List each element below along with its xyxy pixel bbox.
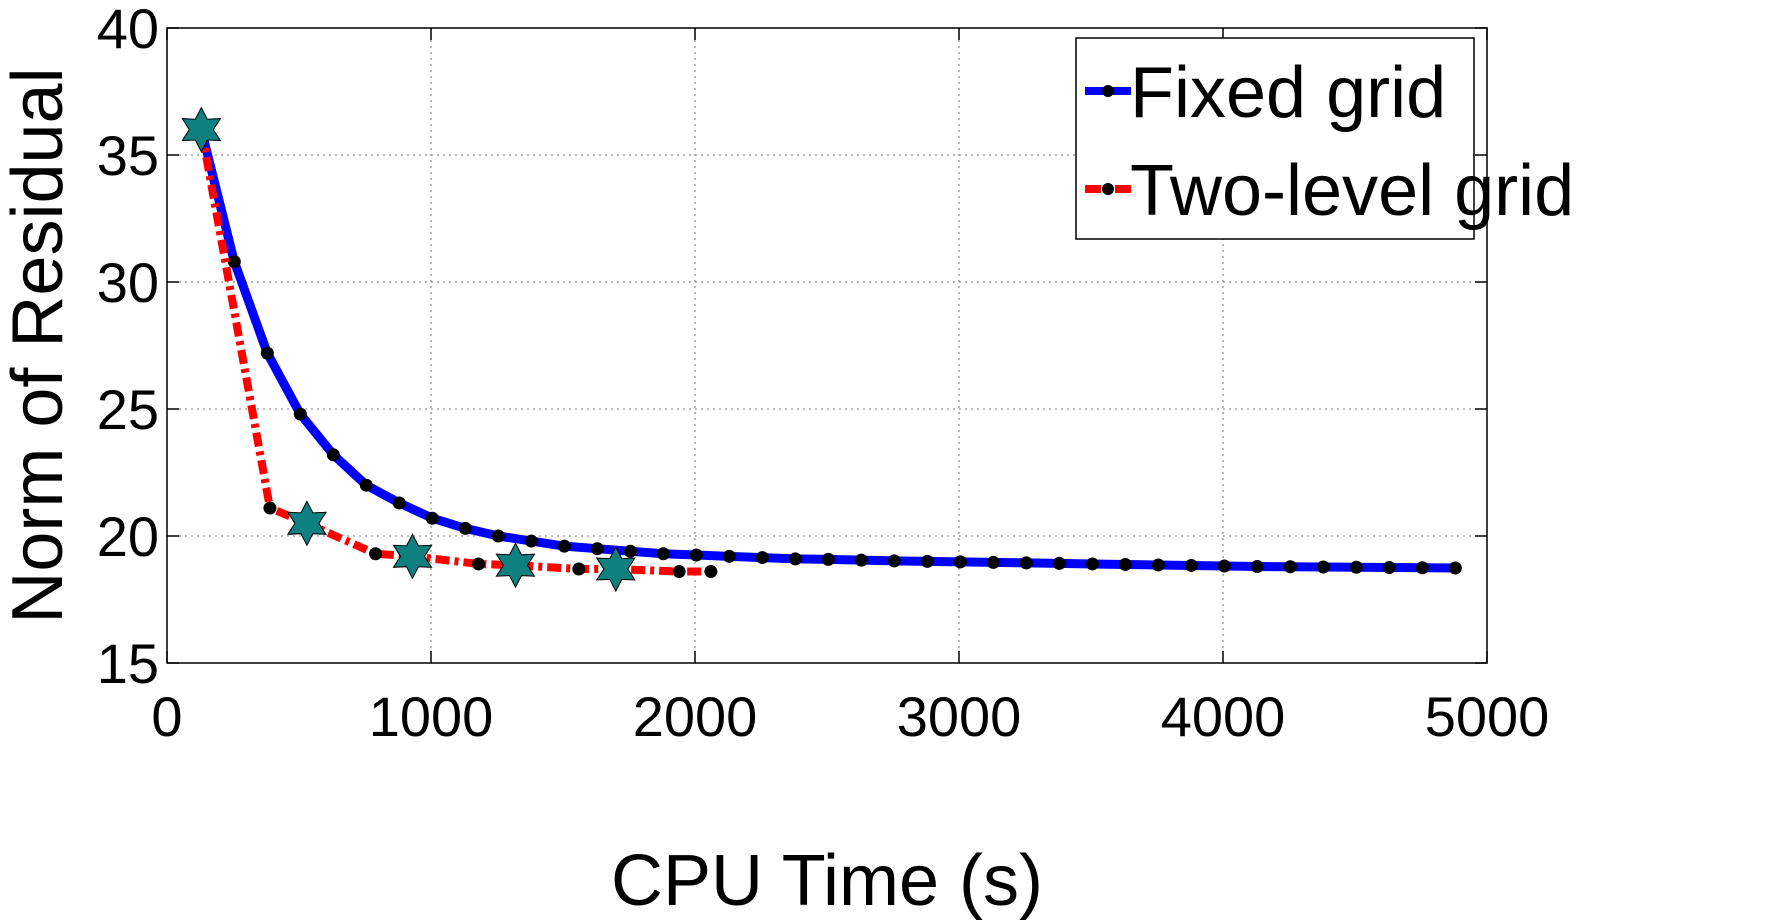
x-tick-label: 0 bbox=[151, 685, 182, 748]
data-point-fixed-grid bbox=[491, 529, 505, 543]
data-point-fixed-grid bbox=[623, 544, 637, 558]
data-point-fixed-grid bbox=[326, 448, 340, 462]
data-point-fixed-grid bbox=[227, 255, 241, 269]
data-point-fixed-grid bbox=[359, 478, 373, 492]
star-marker bbox=[286, 500, 327, 547]
star-marker bbox=[495, 542, 536, 589]
data-point-fixed-grid bbox=[1382, 560, 1396, 574]
data-point-two-level-grid bbox=[369, 547, 383, 561]
x-tick-label: 4000 bbox=[1161, 685, 1286, 748]
data-point-two-level-grid bbox=[572, 562, 586, 576]
data-point-fixed-grid bbox=[953, 555, 967, 569]
data-point-fixed-grid bbox=[821, 552, 835, 566]
x-tick-label: 5000 bbox=[1425, 685, 1550, 748]
data-point-fixed-grid bbox=[1019, 556, 1033, 570]
data-point-fixed-grid bbox=[1316, 560, 1330, 574]
data-point-fixed-grid bbox=[920, 554, 934, 568]
x-tick-label: 1000 bbox=[369, 685, 494, 748]
data-point-fixed-grid bbox=[1217, 559, 1231, 573]
data-point-fixed-grid bbox=[1118, 557, 1132, 571]
y-tick-label: 25 bbox=[97, 378, 159, 441]
star-marker bbox=[392, 533, 433, 580]
x-tick-label: 2000 bbox=[633, 685, 758, 748]
x-tick-label: 3000 bbox=[897, 685, 1022, 748]
star-marker bbox=[595, 545, 636, 593]
star-marker bbox=[181, 106, 222, 153]
y-tick-label: 20 bbox=[97, 505, 159, 568]
data-point-fixed-grid bbox=[1085, 557, 1099, 571]
legend: Fixed grid Two-level grid bbox=[1075, 37, 1574, 240]
y-axis-title: Norm of Residual bbox=[0, 67, 78, 623]
data-point-fixed-grid bbox=[887, 554, 901, 568]
data-point-fixed-grid bbox=[986, 555, 1000, 569]
data-point-fixed-grid bbox=[557, 539, 571, 553]
data-point-fixed-grid bbox=[392, 496, 406, 510]
data-point-two-level-grid bbox=[263, 501, 277, 515]
data-point-fixed-grid bbox=[656, 547, 670, 561]
y-tick-label: 30 bbox=[97, 251, 159, 314]
plot-frame bbox=[166, 27, 1488, 664]
legend-label-two-level-grid: Two-level grid bbox=[1130, 151, 1574, 231]
data-point-fixed-grid bbox=[1184, 558, 1198, 572]
data-point-two-level-grid bbox=[672, 565, 686, 579]
legend-box bbox=[1075, 37, 1475, 240]
legend-label-fixed-grid: Fixed grid bbox=[1130, 53, 1446, 133]
legend-marker-fixed-grid bbox=[1102, 85, 1114, 97]
data-point-fixed-grid bbox=[1052, 556, 1066, 570]
data-point-fixed-grid bbox=[854, 553, 868, 567]
data-point-fixed-grid bbox=[788, 552, 802, 566]
y-tick-label: 15 bbox=[97, 632, 159, 695]
data-point-fixed-grid bbox=[1151, 558, 1165, 572]
data-point-fixed-grid bbox=[590, 542, 604, 556]
data-point-fixed-grid bbox=[1250, 559, 1264, 573]
data-point-fixed-grid bbox=[524, 534, 538, 548]
data-point-fixed-grid bbox=[1349, 560, 1363, 574]
data-point-fixed-grid bbox=[755, 551, 769, 565]
data-point-two-level-grid bbox=[704, 565, 718, 579]
y-tick-label: 35 bbox=[97, 124, 159, 187]
x-axis-title: CPU Time (s) bbox=[611, 841, 1043, 921]
data-point-two-level-grid bbox=[472, 557, 486, 571]
star-marker-layer bbox=[181, 106, 636, 593]
data-point-fixed-grid bbox=[722, 549, 736, 563]
data-point-fixed-grid bbox=[1415, 561, 1429, 575]
data-point-fixed-grid bbox=[425, 511, 439, 525]
y-tick-label: 40 bbox=[97, 0, 159, 60]
data-point-fixed-grid bbox=[689, 548, 703, 562]
axes: 0 1000 2000 3000 4000 5000 15 20 25 30 35 40 bbox=[97, 0, 1550, 748]
data-point-fixed-grid bbox=[1448, 561, 1462, 575]
data-point-fixed-grid bbox=[260, 346, 274, 360]
legend-marker-two-level-grid bbox=[1102, 183, 1114, 195]
data-point-fixed-grid bbox=[458, 521, 472, 535]
data-point-fixed-grid bbox=[293, 407, 307, 421]
data-point-fixed-grid bbox=[1283, 560, 1297, 574]
